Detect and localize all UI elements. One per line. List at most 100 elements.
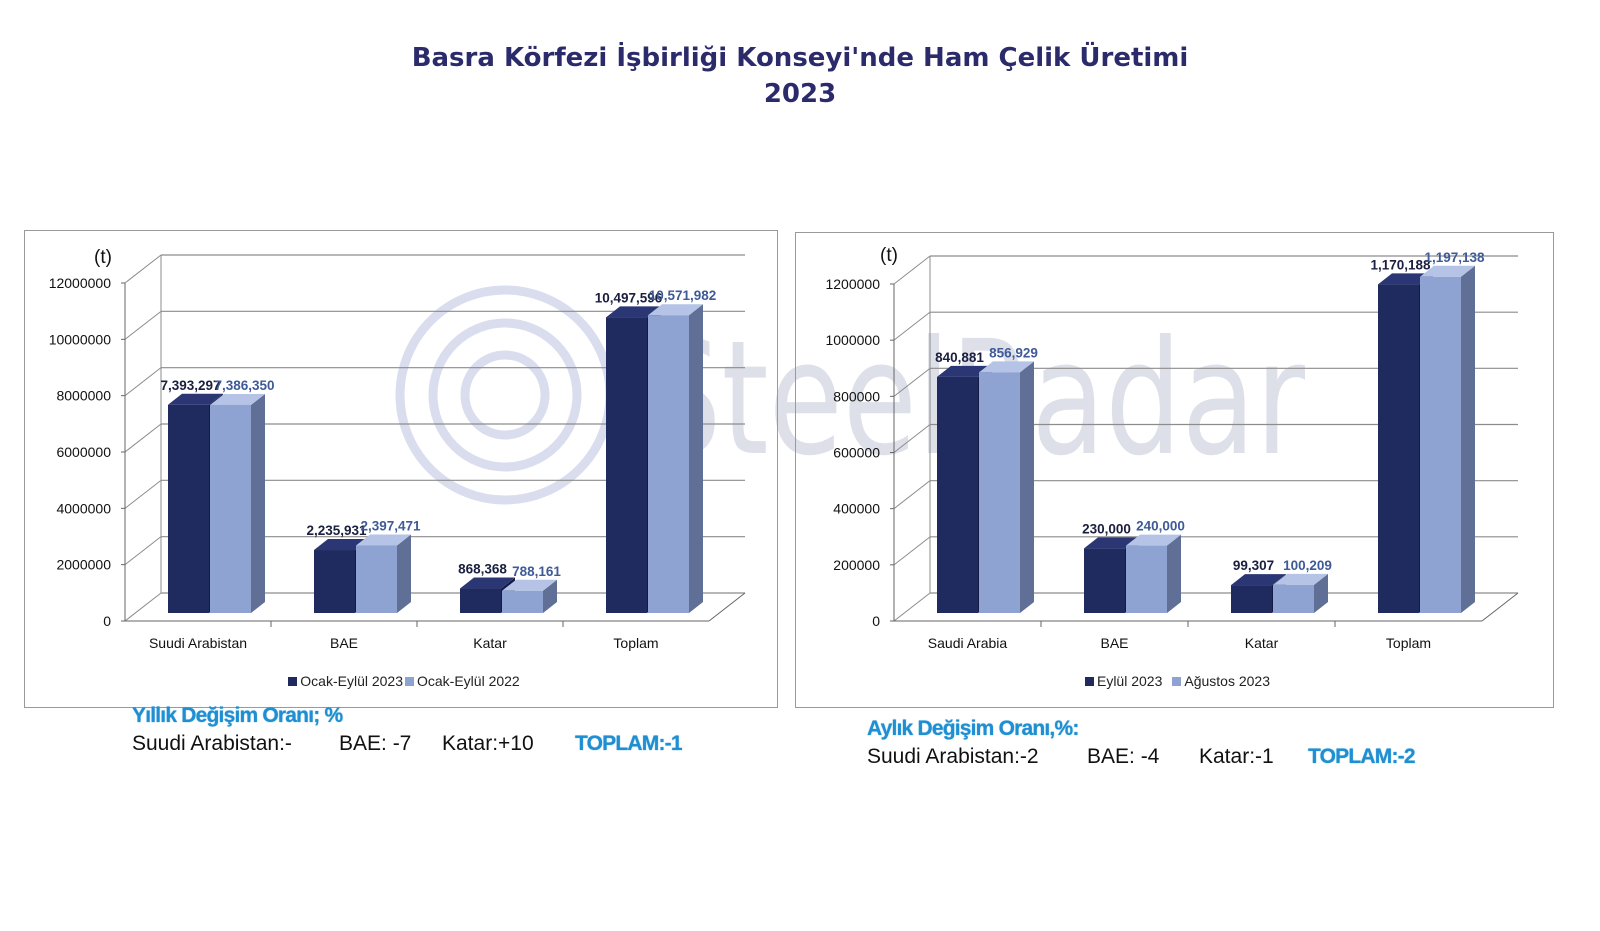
- y-tick-label: 12000000: [49, 275, 112, 291]
- monthly-change-row: Suudi Arabistan:-2 BAE: -4 Katar:-1 TOPL…: [867, 745, 1416, 769]
- data-label: 1,170,188: [1370, 257, 1431, 272]
- floor-edge: [708, 592, 746, 622]
- y-tick-label: 800000: [833, 388, 880, 404]
- chart-panel-monthly: 0 200000 400000 600000 800000 1000000 1200000(…: [795, 232, 1554, 708]
- yearly-change-total: TOPLAM:-1: [575, 732, 683, 755]
- yearly-change-title: Yıllık Değişim Oranı; %: [132, 704, 343, 727]
- gridline-depth: [124, 592, 162, 622]
- bar-top: [1231, 574, 1286, 586]
- y-tick-label: 0: [872, 613, 880, 629]
- legend-monthly: Eylül 2023 Ağustos 2023: [796, 673, 1553, 689]
- x-tick-label: Katar: [473, 635, 507, 651]
- bar: [1231, 585, 1272, 613]
- y-tick-label: 1200000: [825, 276, 880, 292]
- data-label: 10,571,982: [649, 288, 717, 303]
- data-label: 7,393,297: [160, 378, 220, 393]
- data-label: 7,386,350: [214, 378, 274, 393]
- bar: [1273, 584, 1314, 613]
- bar-top: [1084, 537, 1139, 549]
- legend-label-september: Eylül 2023: [1096, 673, 1163, 689]
- floor-edge: [1481, 592, 1519, 622]
- chart-yearly: 0 2000000 4000000 6000000 8000000 10000000 120…: [49, 247, 746, 651]
- y-tick-label: 6000000: [56, 444, 111, 460]
- y-tick-label: 200000: [833, 557, 880, 573]
- gridline-depth: [893, 480, 931, 510]
- bar: [168, 404, 209, 613]
- monthly-change-title: Aylık Değişim Oranı,%:: [867, 717, 1079, 740]
- gridline-depth: [893, 592, 931, 622]
- bar: [356, 545, 397, 613]
- legend-yearly: Ocak-Eylül 2023 Ocak-Eylül 2022: [25, 673, 777, 689]
- monthly-change-qatar: Katar:-1: [1199, 745, 1274, 768]
- y-tick-label: 400000: [833, 501, 880, 517]
- monthly-change-uae: BAE: -4: [1087, 745, 1160, 768]
- bar: [460, 588, 501, 613]
- bar-top: [356, 534, 411, 546]
- yearly-change-saudi: Suudi Arabistan:-: [132, 732, 292, 755]
- data-label: 100,209: [1283, 558, 1332, 573]
- unit-label: (t): [880, 245, 898, 266]
- x-tick-label: Katar: [1245, 635, 1279, 651]
- x-tick-label: Saudi Arabia: [928, 635, 1008, 651]
- gridline-depth: [124, 254, 162, 284]
- gridline-depth: [893, 536, 931, 566]
- gridline-depth: [893, 311, 931, 341]
- bar-top: [648, 304, 703, 316]
- bar: [606, 317, 647, 613]
- gridline-depth: [124, 310, 162, 340]
- bar-top: [1420, 265, 1475, 277]
- bar: [314, 550, 355, 613]
- y-tick-label: 0: [103, 613, 111, 629]
- legend-swatch-2022: [405, 676, 414, 686]
- bar: [979, 372, 1020, 613]
- data-label: 868,368: [458, 562, 507, 577]
- legend-label-august: Ağustos 2023: [1184, 673, 1270, 689]
- bar-top: [460, 577, 515, 589]
- bar-side: [689, 304, 703, 613]
- gridline-depth: [893, 367, 931, 397]
- x-tick-label: BAE: [1100, 635, 1128, 651]
- chart-panel-yearly: 0 2000000 4000000 6000000 8000000 10000000 120…: [24, 230, 778, 708]
- x-tick-label: Toplam: [1386, 635, 1431, 651]
- y-tick-label: 600000: [833, 445, 880, 461]
- legend-label-2022: Ocak-Eylül 2022: [417, 673, 520, 689]
- bar-side: [1020, 361, 1034, 613]
- bar-side: [1461, 265, 1475, 613]
- bar-top: [1378, 273, 1433, 285]
- bar-side: [1167, 534, 1181, 613]
- bar-top: [1126, 534, 1181, 546]
- bar: [1378, 284, 1419, 613]
- yearly-change-block: Yıllık Değişim Oranı; % Suudi Arabistan:…: [132, 704, 683, 756]
- monthly-change-block: Aylık Değişim Oranı,%: Suudi Arabistan:-…: [867, 717, 1416, 769]
- bar: [1420, 276, 1461, 613]
- data-label: 2,397,471: [360, 518, 421, 533]
- data-label: 856,929: [989, 345, 1038, 360]
- bar-side: [251, 393, 265, 613]
- bar-top: [937, 365, 992, 377]
- y-tick-label: 8000000: [56, 388, 111, 404]
- bar: [1126, 545, 1167, 613]
- x-tick-label: Suudi Arabistan: [149, 635, 247, 651]
- bar: [210, 404, 251, 613]
- bar-top: [606, 306, 661, 318]
- unit-label: (t): [94, 247, 112, 268]
- data-label: 788,161: [512, 564, 561, 579]
- yearly-change-row: Suudi Arabistan:- BAE: -7 Katar:+10 TOPL…: [132, 732, 683, 756]
- bar-top: [168, 393, 223, 405]
- yearly-change-uae: BAE: -7: [339, 732, 412, 755]
- data-label: 10,497,596: [595, 290, 663, 305]
- y-tick-label: 4000000: [56, 500, 111, 516]
- y-tick-label: 10000000: [49, 331, 112, 347]
- bar-side: [397, 534, 411, 613]
- data-label: 2,235,931: [306, 523, 367, 538]
- bar: [937, 376, 978, 613]
- gridline-depth: [893, 424, 931, 453]
- monthly-change-saudi: Suudi Arabistan:-2: [867, 745, 1039, 768]
- legend-label-2023: Ocak-Eylül 2023: [300, 673, 403, 689]
- data-label: 99,307: [1233, 558, 1274, 573]
- gridline-depth: [893, 255, 931, 285]
- bar: [648, 315, 689, 613]
- bar-top: [1273, 573, 1328, 585]
- title-line-1: Basra Körfezi İşbirliği Konseyi'nde Ham …: [411, 43, 1189, 73]
- data-label: 840,881: [935, 350, 984, 365]
